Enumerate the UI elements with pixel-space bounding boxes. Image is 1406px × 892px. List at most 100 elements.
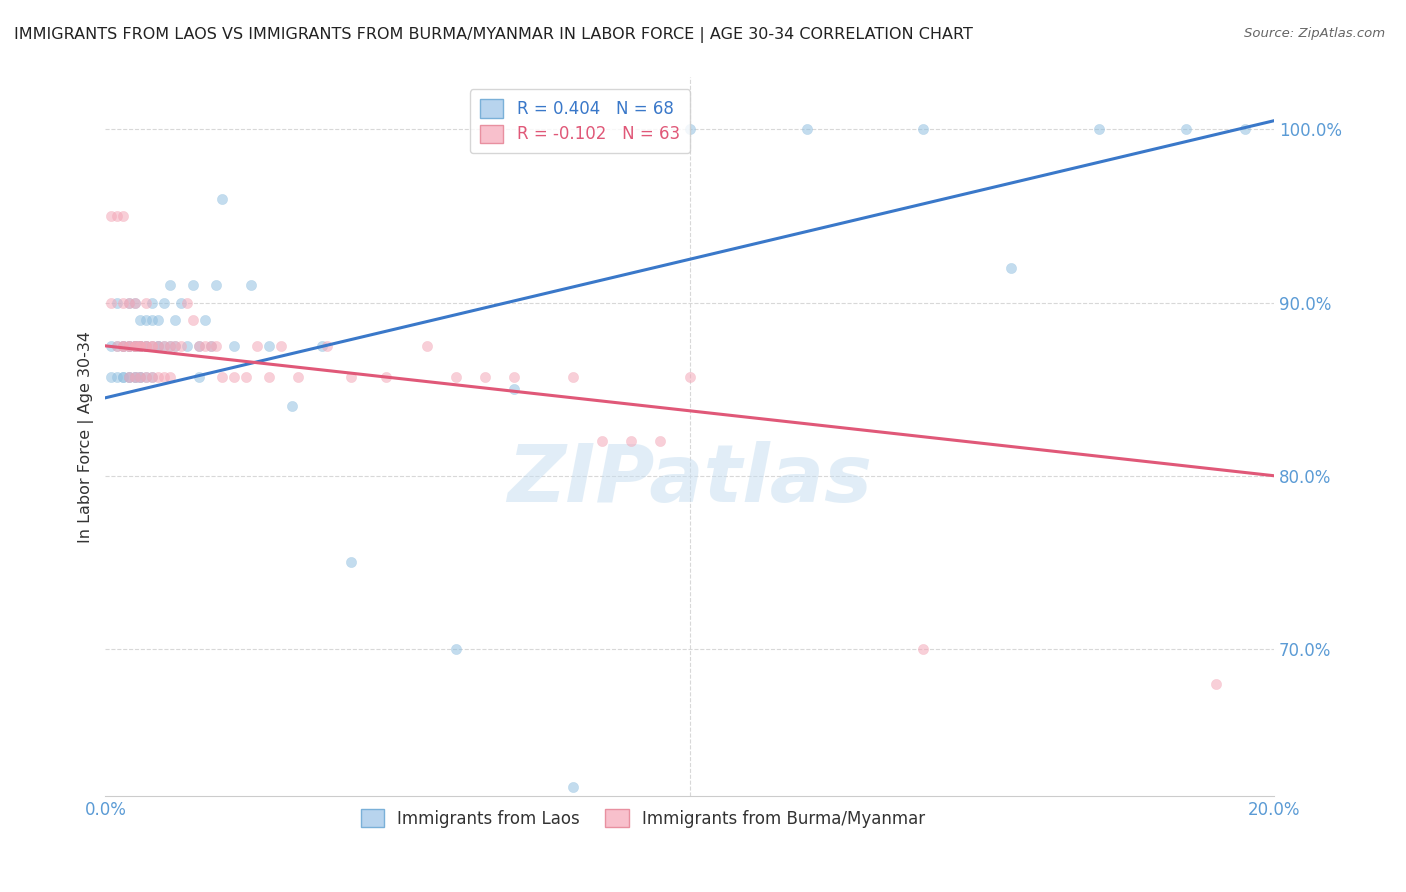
- Point: [124, 370, 146, 384]
- Point: [135, 370, 157, 384]
- Point: [339, 555, 361, 569]
- Point: [129, 313, 152, 327]
- Point: [111, 295, 134, 310]
- Point: [118, 339, 141, 353]
- Point: [205, 339, 228, 353]
- Point: [200, 339, 222, 353]
- Point: [118, 370, 141, 384]
- Point: [135, 370, 157, 384]
- Point: [118, 295, 141, 310]
- Point: [650, 434, 672, 448]
- Point: [561, 370, 583, 384]
- Point: [118, 339, 141, 353]
- Point: [235, 370, 257, 384]
- Point: [124, 370, 146, 384]
- Point: [159, 339, 181, 353]
- Point: [124, 339, 146, 353]
- Point: [141, 370, 163, 384]
- Point: [146, 313, 169, 327]
- Point: [679, 370, 702, 384]
- Point: [100, 339, 122, 353]
- Text: Source: ZipAtlas.com: Source: ZipAtlas.com: [1244, 27, 1385, 40]
- Point: [153, 339, 176, 353]
- Point: [129, 370, 152, 384]
- Point: [129, 339, 152, 353]
- Point: [135, 339, 157, 353]
- Point: [146, 339, 169, 353]
- Point: [135, 339, 157, 353]
- Point: [141, 339, 163, 353]
- Point: [111, 339, 134, 353]
- Point: [124, 339, 146, 353]
- Point: [146, 339, 169, 353]
- Point: [124, 339, 146, 353]
- Point: [129, 339, 152, 353]
- Point: [287, 370, 309, 384]
- Point: [1087, 122, 1109, 136]
- Point: [129, 339, 152, 353]
- Point: [129, 370, 152, 384]
- Point: [124, 370, 146, 384]
- Point: [187, 370, 209, 384]
- Point: [118, 339, 141, 353]
- Point: [111, 339, 134, 353]
- Point: [170, 295, 193, 310]
- Point: [159, 370, 181, 384]
- Point: [503, 382, 526, 396]
- Point: [270, 339, 292, 353]
- Point: [111, 209, 134, 223]
- Point: [124, 339, 146, 353]
- Point: [222, 370, 245, 384]
- Point: [1175, 122, 1198, 136]
- Point: [257, 339, 280, 353]
- Point: [912, 122, 935, 136]
- Point: [165, 313, 187, 327]
- Point: [281, 400, 304, 414]
- Point: [100, 370, 122, 384]
- Point: [1205, 676, 1227, 690]
- Point: [503, 370, 526, 384]
- Point: [912, 641, 935, 656]
- Legend: Immigrants from Laos, Immigrants from Burma/Myanmar: Immigrants from Laos, Immigrants from Bu…: [354, 803, 932, 835]
- Point: [105, 209, 128, 223]
- Point: [105, 295, 128, 310]
- Point: [159, 339, 181, 353]
- Point: [153, 295, 176, 310]
- Point: [141, 295, 163, 310]
- Y-axis label: In Labor Force | Age 30-34: In Labor Force | Age 30-34: [79, 331, 94, 542]
- Point: [129, 339, 152, 353]
- Point: [141, 339, 163, 353]
- Text: IMMIGRANTS FROM LAOS VS IMMIGRANTS FROM BURMA/MYANMAR IN LABOR FORCE | AGE 30-34: IMMIGRANTS FROM LAOS VS IMMIGRANTS FROM …: [14, 27, 973, 43]
- Point: [211, 192, 233, 206]
- Point: [124, 339, 146, 353]
- Point: [240, 278, 263, 293]
- Point: [124, 295, 146, 310]
- Point: [187, 339, 209, 353]
- Point: [105, 339, 128, 353]
- Point: [118, 339, 141, 353]
- Point: [111, 370, 134, 384]
- Point: [105, 370, 128, 384]
- Point: [176, 295, 198, 310]
- Point: [194, 313, 217, 327]
- Point: [257, 370, 280, 384]
- Point: [135, 295, 157, 310]
- Point: [474, 370, 496, 384]
- Point: [153, 370, 176, 384]
- Point: [416, 339, 439, 353]
- Point: [679, 122, 702, 136]
- Point: [135, 339, 157, 353]
- Point: [111, 339, 134, 353]
- Point: [444, 370, 467, 384]
- Point: [246, 339, 269, 353]
- Point: [118, 295, 141, 310]
- Point: [222, 339, 245, 353]
- Point: [100, 295, 122, 310]
- Point: [141, 370, 163, 384]
- Point: [146, 370, 169, 384]
- Point: [1233, 122, 1256, 136]
- Text: ZIPatlas: ZIPatlas: [508, 441, 872, 519]
- Point: [124, 295, 146, 310]
- Point: [105, 339, 128, 353]
- Point: [118, 370, 141, 384]
